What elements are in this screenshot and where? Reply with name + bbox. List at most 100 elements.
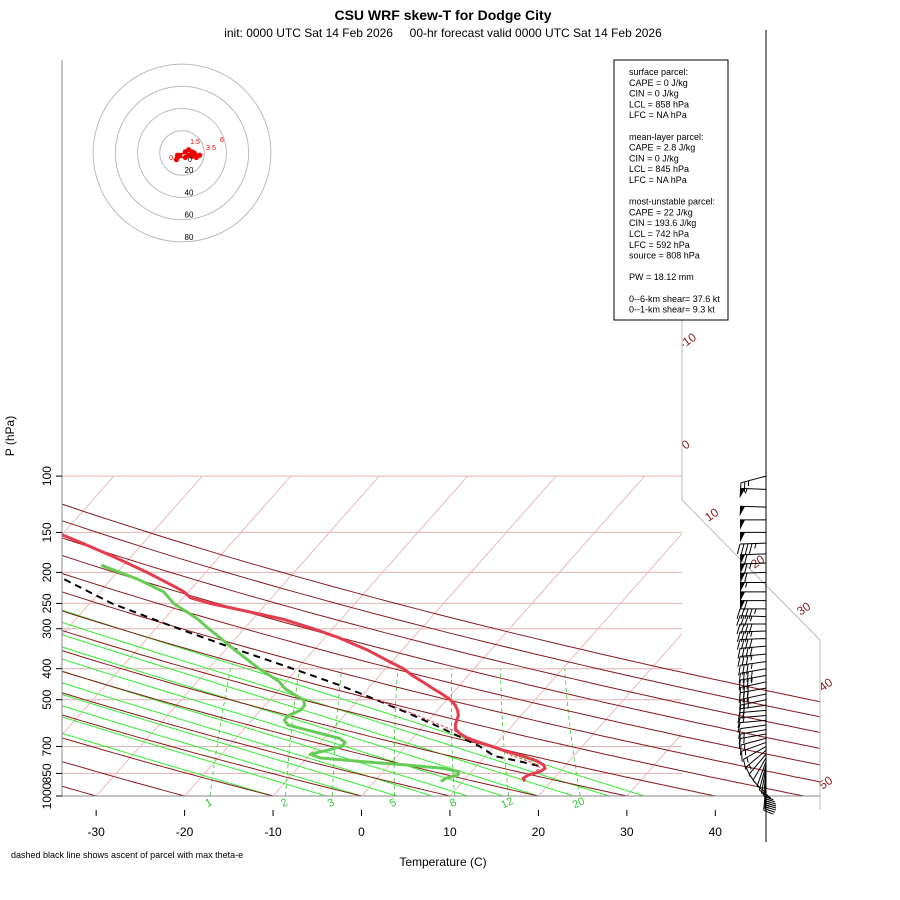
curves-clip: [62, 533, 547, 783]
y-tick-label: 700: [40, 736, 54, 756]
moist-adiabat-line: [62, 658, 504, 796]
wind-barb-staff: [740, 704, 767, 710]
moist-adiabat-line: [62, 609, 645, 796]
wind-barb-flag: [740, 554, 746, 565]
y-tick-label: 100: [40, 466, 54, 486]
temperature-line: [62, 533, 547, 783]
isotherm-line: [272, 475, 557, 796]
y-tick-label: 150: [40, 522, 54, 542]
stats-line: CAPE = 22 J/kg: [629, 207, 693, 217]
y-tick-label: 1000: [40, 782, 54, 809]
wind-barb-full: [738, 738, 741, 749]
wind-barb-half: [751, 677, 753, 684]
mixing-ratio-label: 20: [571, 795, 587, 811]
wind-barb-full: [738, 728, 741, 740]
grid-main: [0, 475, 682, 796]
wind-barb-flag: [739, 506, 746, 517]
wind-barb-staff: [741, 741, 767, 752]
wind-barb-staff: [740, 674, 767, 681]
wind-barb-half: [750, 631, 753, 637]
wind-barb-staff: [739, 638, 767, 640]
mixing-ratio-line: [285, 668, 300, 796]
moist-adiabat-line: [62, 705, 362, 796]
wind-barb: [742, 746, 767, 770]
dry-adiabat-line: [62, 475, 820, 796]
chart-subtitle: init: 0000 UTC Sat 14 Feb 2026 00-hr for…: [224, 26, 662, 40]
wind-barb-full: [738, 679, 741, 691]
wind-barb-full: [736, 623, 741, 635]
moist-adiabat-line: [62, 716, 327, 796]
wind-barb-staff: [740, 737, 767, 746]
stats-line: CAPE = 2.8 J/kg: [629, 143, 695, 153]
wind-barb-staff: [740, 687, 767, 694]
max-theta-e-parcel-line: [62, 576, 539, 767]
wind-barb-full: [746, 671, 749, 683]
wind-barb-staff: [740, 693, 767, 700]
wind-barb-staff: [740, 653, 767, 657]
wind-barb-staff: [739, 542, 767, 545]
wind-barb: [739, 571, 767, 584]
wind-barb-half: [765, 802, 772, 806]
wind-barb-full: [740, 631, 745, 643]
wind-barb-staff: [752, 757, 767, 781]
stats-line: 0--6-km shear= 37.6 kt: [629, 294, 720, 304]
wind-barb-full: [744, 631, 749, 642]
mixing-ratio-line: [500, 668, 510, 796]
wind-barb-staff: [740, 714, 767, 719]
wind-barb-half: [749, 615, 753, 622]
wind-barb-full: [763, 809, 774, 815]
dry-adiabat-line: [62, 475, 539, 796]
moist-adiabat-line: [62, 634, 574, 796]
wind-barb-flag: [739, 488, 746, 499]
wind-barb-half: [750, 663, 753, 669]
wind-barb: [736, 608, 766, 619]
wind-barb-half: [750, 655, 753, 661]
wind-barb-half: [754, 543, 757, 549]
wind-barb: [740, 531, 766, 543]
wind-barb-half: [745, 582, 748, 588]
wind-barb: [738, 724, 767, 740]
x-tick-label: -30: [87, 825, 105, 839]
wind-barb-staff: [739, 553, 767, 556]
wind-barb-flag: [740, 563, 746, 574]
stats-line: mean-layer parcel:: [629, 132, 704, 142]
y-tick-label: 300: [40, 618, 54, 638]
wind-barb-full: [748, 623, 753, 635]
wind-barb-full: [738, 665, 741, 676]
isotherm-line: [0, 476, 25, 796]
moist-adiabat-line: [62, 732, 274, 796]
isotherm-line: [449, 533, 682, 796]
wind-barb-staff: [739, 505, 767, 508]
wind-barb-flag: [740, 582, 745, 593]
hodograph-point-label: 1.5: [190, 139, 200, 146]
wind-barb-flag: [740, 600, 745, 611]
mixing-ratio-label: 2: [279, 797, 290, 810]
mixing-ratio-label: 8: [448, 797, 459, 810]
wind-barb-half: [748, 764, 752, 770]
stats-line: LFC = NA hPa: [629, 175, 687, 185]
chart-title: CSU WRF skew-T for Dodge City: [334, 7, 551, 23]
wind-barb-half: [743, 737, 745, 744]
wind-barb-staff: [740, 729, 767, 735]
stats-line: most-unstable parcel:: [629, 197, 715, 207]
wind-barb-staff: [740, 719, 767, 724]
wind-barb-staff: [760, 767, 767, 794]
wind-barb: [738, 687, 767, 704]
stats-line: 0--1-km shear= 9.3 kt: [629, 305, 715, 315]
wind-barb-flag: [740, 532, 745, 543]
moist-adiabat-line: [62, 646, 539, 796]
y-tick-label: 200: [40, 562, 54, 582]
stats-line: surface parcel:: [629, 67, 688, 77]
wind-barb: [763, 784, 774, 815]
wind-barb-full: [737, 648, 741, 659]
mixing-ratio-label: 12: [499, 795, 515, 811]
wind-barb-full: [748, 608, 753, 619]
wind-barb-full: [742, 691, 745, 703]
stats-line: LFC = NA hPa: [629, 110, 687, 120]
wind-barb-staff: [739, 571, 767, 574]
moist-adiabat-line: [62, 693, 398, 796]
wind-barb-staff: [740, 709, 767, 714]
dry-adiabat-line: [62, 475, 716, 796]
wind-barb-staff: [745, 749, 767, 768]
